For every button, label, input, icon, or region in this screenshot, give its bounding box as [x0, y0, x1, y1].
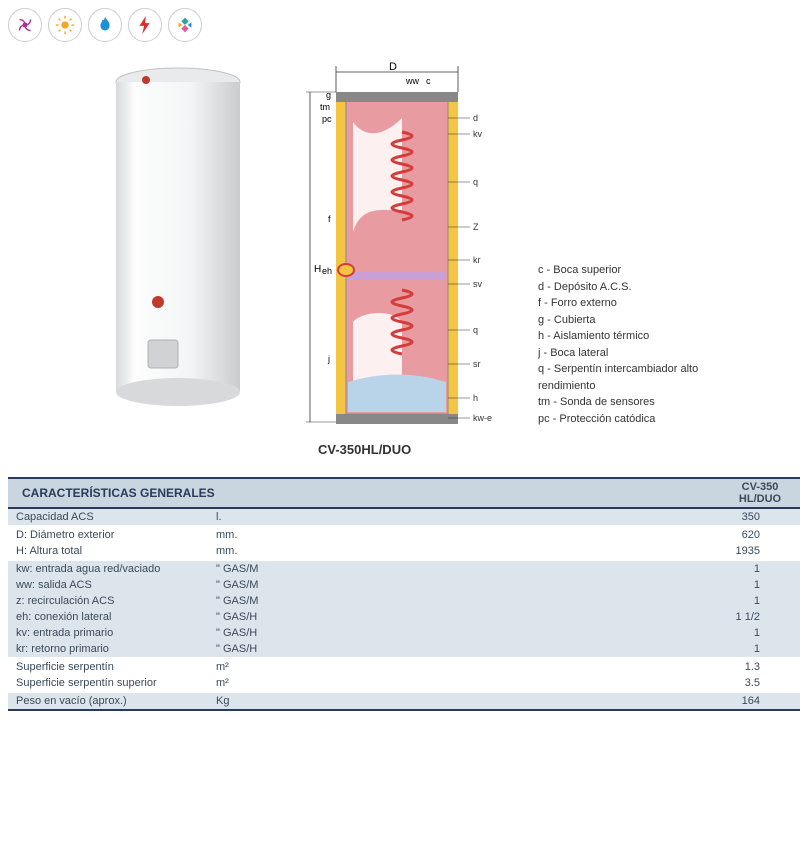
spec-value: 1 — [720, 625, 800, 641]
spec-unit: " GAS/H — [208, 609, 328, 625]
spec-unit: " GAS/M — [208, 560, 328, 577]
specs-table: CARACTERÍSTICAS GENERALESCV-350HL/DUOCap… — [8, 477, 800, 711]
technical-diagram: D ww c g tm — [298, 62, 498, 432]
svg-text:H: H — [314, 264, 321, 275]
svg-text:tm: tm — [320, 102, 330, 112]
spec-label: Capacidad ACS — [8, 508, 208, 526]
spec-value: 164 — [720, 692, 800, 710]
svg-text:c: c — [426, 76, 431, 86]
spec-value: 1 1/2 — [720, 609, 800, 625]
spec-unit: l. — [208, 508, 328, 526]
product-section: D ww c g tm — [98, 62, 740, 432]
spec-unit: mm. — [208, 543, 328, 560]
svg-text:ww: ww — [405, 76, 419, 86]
spec-label: kr: retorno primario — [8, 641, 208, 658]
spec-row: Superficie serpentínm² 1.3 — [8, 658, 800, 675]
sun-icon — [48, 8, 82, 42]
spec-label: z: recirculación ACS — [8, 593, 208, 609]
diamond-icon — [168, 8, 202, 42]
legend-item: q - Serpentín intercambiador alto rendim… — [538, 361, 740, 394]
legend-item: f - Forro externo — [538, 295, 740, 312]
legend-item: pc - Protección catódica — [538, 411, 740, 428]
svg-text:kr: kr — [473, 255, 481, 265]
spec-row: kw: entrada agua red/vaciado" GAS/M 1 — [8, 560, 800, 577]
spec-row: Superficie serpentín superiorm² 3.5 — [8, 675, 800, 692]
svg-text:h: h — [473, 393, 478, 403]
svg-text:q: q — [473, 177, 478, 187]
svg-text:eh: eh — [322, 266, 332, 276]
svg-text:sr: sr — [473, 359, 481, 369]
legend-item: tm - Sonda de sensores — [538, 394, 740, 411]
spec-value: 1 — [720, 593, 800, 609]
spec-row: H: Altura totalmm. 1935 — [8, 543, 800, 560]
spec-unit: m² — [208, 675, 328, 692]
spec-unit: " GAS/H — [208, 625, 328, 641]
spec-label: H: Altura total — [8, 543, 208, 560]
spec-unit: " GAS/H — [208, 641, 328, 658]
spec-value: 1 — [720, 560, 800, 577]
legend-item: g - Cubierta — [538, 312, 740, 329]
spec-label: Superficie serpentín — [8, 658, 208, 675]
flame-icon — [88, 8, 122, 42]
spec-value: 1 — [720, 641, 800, 658]
svg-text:sv: sv — [473, 279, 483, 289]
svg-text:pc: pc — [322, 114, 332, 124]
spec-label: D: Diámetro exterior — [8, 526, 208, 543]
spec-label: kw: entrada agua red/vaciado — [8, 560, 208, 577]
spec-unit: m² — [208, 658, 328, 675]
spec-value: 1935 — [720, 543, 800, 560]
svg-text:f: f — [328, 214, 331, 224]
spec-value: 1 — [720, 577, 800, 593]
spec-row: z: recirculación ACS" GAS/M 1 — [8, 593, 800, 609]
spec-row: D: Diámetro exteriormm. 620 — [8, 526, 800, 543]
spec-label: kv: entrada primario — [8, 625, 208, 641]
spec-label: eh: conexión lateral — [8, 609, 208, 625]
diagram-legend: c - Boca superiord - Depósito A.C.S.f - … — [538, 262, 740, 427]
spec-row: Capacidad ACSl. 350 — [8, 508, 800, 526]
spec-unit: Kg — [208, 692, 328, 710]
spec-row: kr: retorno primario" GAS/H 1 — [8, 641, 800, 658]
spiral-icon — [8, 8, 42, 42]
spec-label: Peso en vacío (aprox.) — [8, 692, 208, 710]
spec-unit: " GAS/M — [208, 593, 328, 609]
bolt-icon — [128, 8, 162, 42]
feature-icon-row — [8, 8, 800, 42]
svg-text:D: D — [389, 62, 397, 73]
table-header: CARACTERÍSTICAS GENERALES — [8, 478, 720, 508]
svg-text:d: d — [473, 113, 478, 123]
spec-row: kv: entrada primario" GAS/H 1 — [8, 625, 800, 641]
spec-row: eh: conexión lateral" GAS/H 1 1/2 — [8, 609, 800, 625]
spec-unit: mm. — [208, 526, 328, 543]
spec-row: Peso en vacío (aprox.)Kg 164 — [8, 692, 800, 710]
svg-text:Z: Z — [473, 222, 479, 232]
svg-text:j: j — [327, 354, 330, 364]
spec-value: 620 — [720, 526, 800, 543]
spec-row: ww: salida ACS" GAS/M 1 — [8, 577, 800, 593]
product-photo — [98, 62, 258, 412]
legend-item: j - Boca lateral — [538, 345, 740, 362]
legend-item: c - Boca superior — [538, 262, 740, 279]
spec-value: 350 — [720, 508, 800, 526]
svg-text:q: q — [473, 325, 478, 335]
spec-value: 3.5 — [720, 675, 800, 692]
svg-text:kv: kv — [473, 129, 483, 139]
svg-text:kw-e: kw-e — [473, 413, 492, 423]
spec-label: ww: salida ACS — [8, 577, 208, 593]
spec-label: Superficie serpentín superior — [8, 675, 208, 692]
svg-text:g: g — [326, 90, 331, 100]
spec-value: 1.3 — [720, 658, 800, 675]
legend-item: h - Aislamiento térmico — [538, 328, 740, 345]
legend-item: d - Depósito A.C.S. — [538, 279, 740, 296]
spec-unit: " GAS/M — [208, 577, 328, 593]
table-model-col: CV-350HL/DUO — [720, 478, 800, 508]
